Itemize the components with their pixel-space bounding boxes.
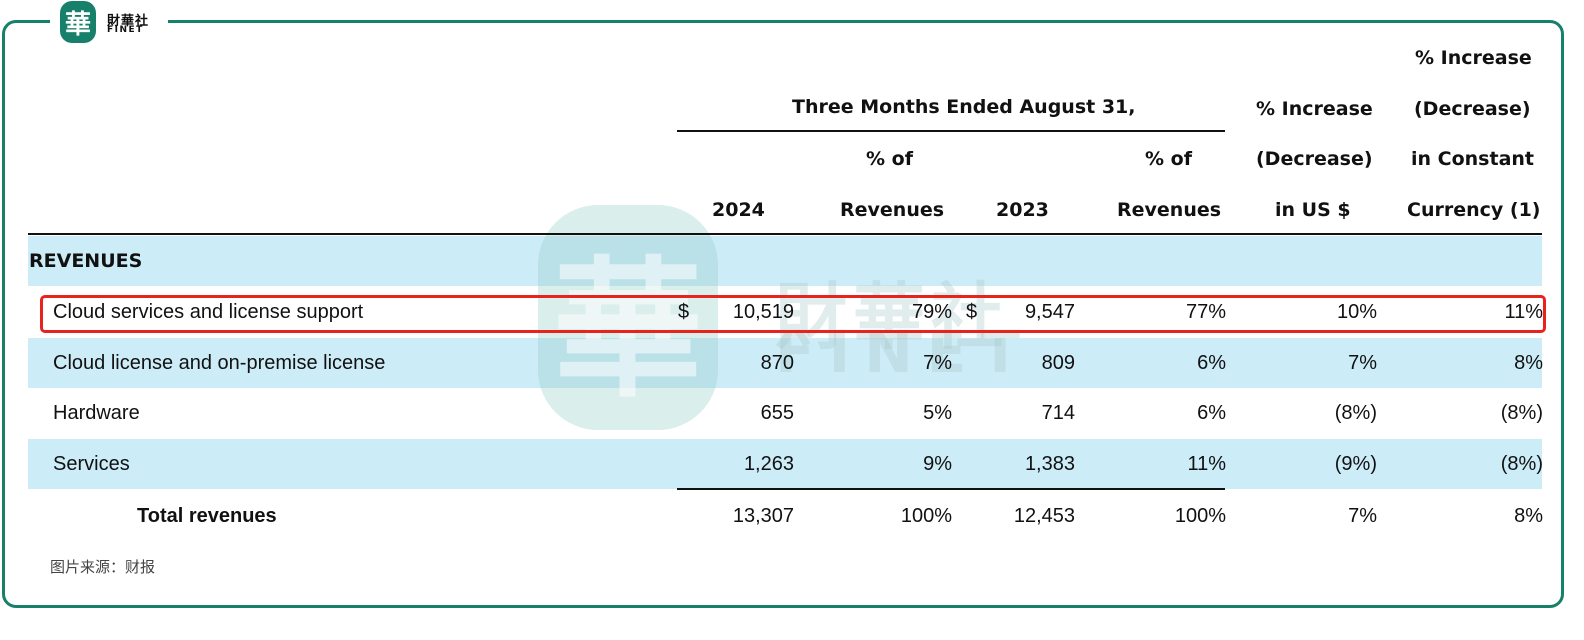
change-usd: 10% (1336, 301, 1377, 323)
header-year-2024: 2024 (712, 199, 765, 221)
row-label: Services (53, 453, 130, 475)
card-frame (2, 20, 1564, 608)
total-change-usd: 7% (1348, 505, 1377, 527)
total-pct-2024: 100% (900, 505, 952, 527)
header-bottom-rule (28, 233, 1542, 235)
header-revenues-2023: Revenues (1117, 199, 1222, 221)
pct-2024: 9% (923, 453, 952, 475)
header-revenues-2024: Revenues (840, 199, 945, 221)
header-usd-line1: % Increase (1256, 98, 1373, 120)
total-change-constant-currency: 8% (1514, 505, 1543, 527)
header-usd-line2: (Decrease) (1256, 148, 1373, 170)
finet-logo: 華 財華社 FINET (50, 0, 168, 44)
dollar-sign: $ (678, 301, 690, 323)
dollar-sign: $ (966, 301, 978, 323)
header-pct-of-2023: % of (1145, 148, 1192, 170)
total-2023: 12,453 (1013, 505, 1075, 527)
row-band (28, 338, 1542, 388)
pct-2024: 5% (923, 402, 952, 424)
header-pct-of-2024: % of (866, 148, 913, 170)
row-label: Cloud license and on-premise license (53, 352, 386, 374)
logo-chinese-name: 財華社 (107, 14, 150, 29)
header-year-2023: 2023 (996, 199, 1049, 221)
header-cc-line2: (Decrease) (1414, 98, 1531, 120)
change-constant-currency: 8% (1514, 352, 1543, 374)
section-title: REVENUES (29, 250, 143, 272)
header-rule (677, 130, 1225, 132)
row-label: Hardware (53, 402, 140, 424)
logo-glyph: 華 (60, 1, 96, 43)
pct-2024: 79% (911, 301, 952, 323)
logo-english-name: FINET (107, 25, 144, 35)
value-2023: 809 (1041, 352, 1075, 374)
watermark-english: FINET (775, 318, 1034, 386)
value-2024: 1,263 (743, 453, 794, 475)
change-constant-currency: (8%) (1500, 453, 1543, 475)
value-2024: 10,519 (732, 301, 794, 323)
change-usd: 7% (1348, 352, 1377, 374)
highlight-box (40, 295, 1546, 333)
watermark-chinese: 財華社 (775, 275, 1010, 359)
header-cc-line4: Currency (1) (1407, 199, 1541, 221)
change-usd: (9%) (1334, 453, 1377, 475)
image-source: 图片来源：财报 (50, 558, 156, 576)
value-2023: 9,547 (1024, 301, 1075, 323)
row-label: Cloud services and license support (53, 301, 364, 323)
pct-2024: 7% (923, 352, 952, 374)
change-constant-currency: 11% (1504, 301, 1543, 323)
section-band (28, 236, 1542, 286)
pct-2023: 6% (1197, 402, 1226, 424)
header-period: Three Months Ended August 31, (792, 96, 1136, 118)
row-band (28, 439, 1542, 489)
value-2023: 1,383 (1024, 453, 1075, 475)
value-2024: 870 (760, 352, 794, 374)
pct-2023: 77% (1185, 301, 1226, 323)
header-cc-line3: in Constant (1411, 148, 1534, 170)
total-2024: 13,307 (732, 505, 794, 527)
change-constant-currency: (8%) (1500, 402, 1543, 424)
pct-2023: 6% (1197, 352, 1226, 374)
value-2023: 714 (1041, 402, 1075, 424)
pct-2023: 11% (1187, 453, 1226, 475)
header-cc-line1: % Increase (1415, 47, 1532, 69)
total-rule (677, 488, 1225, 490)
value-2024: 655 (760, 402, 794, 424)
header-usd-line3: in US $ (1275, 199, 1351, 221)
total-label: Total revenues (137, 505, 277, 527)
total-pct-2023: 100% (1174, 505, 1226, 527)
change-usd: (8%) (1334, 402, 1377, 424)
